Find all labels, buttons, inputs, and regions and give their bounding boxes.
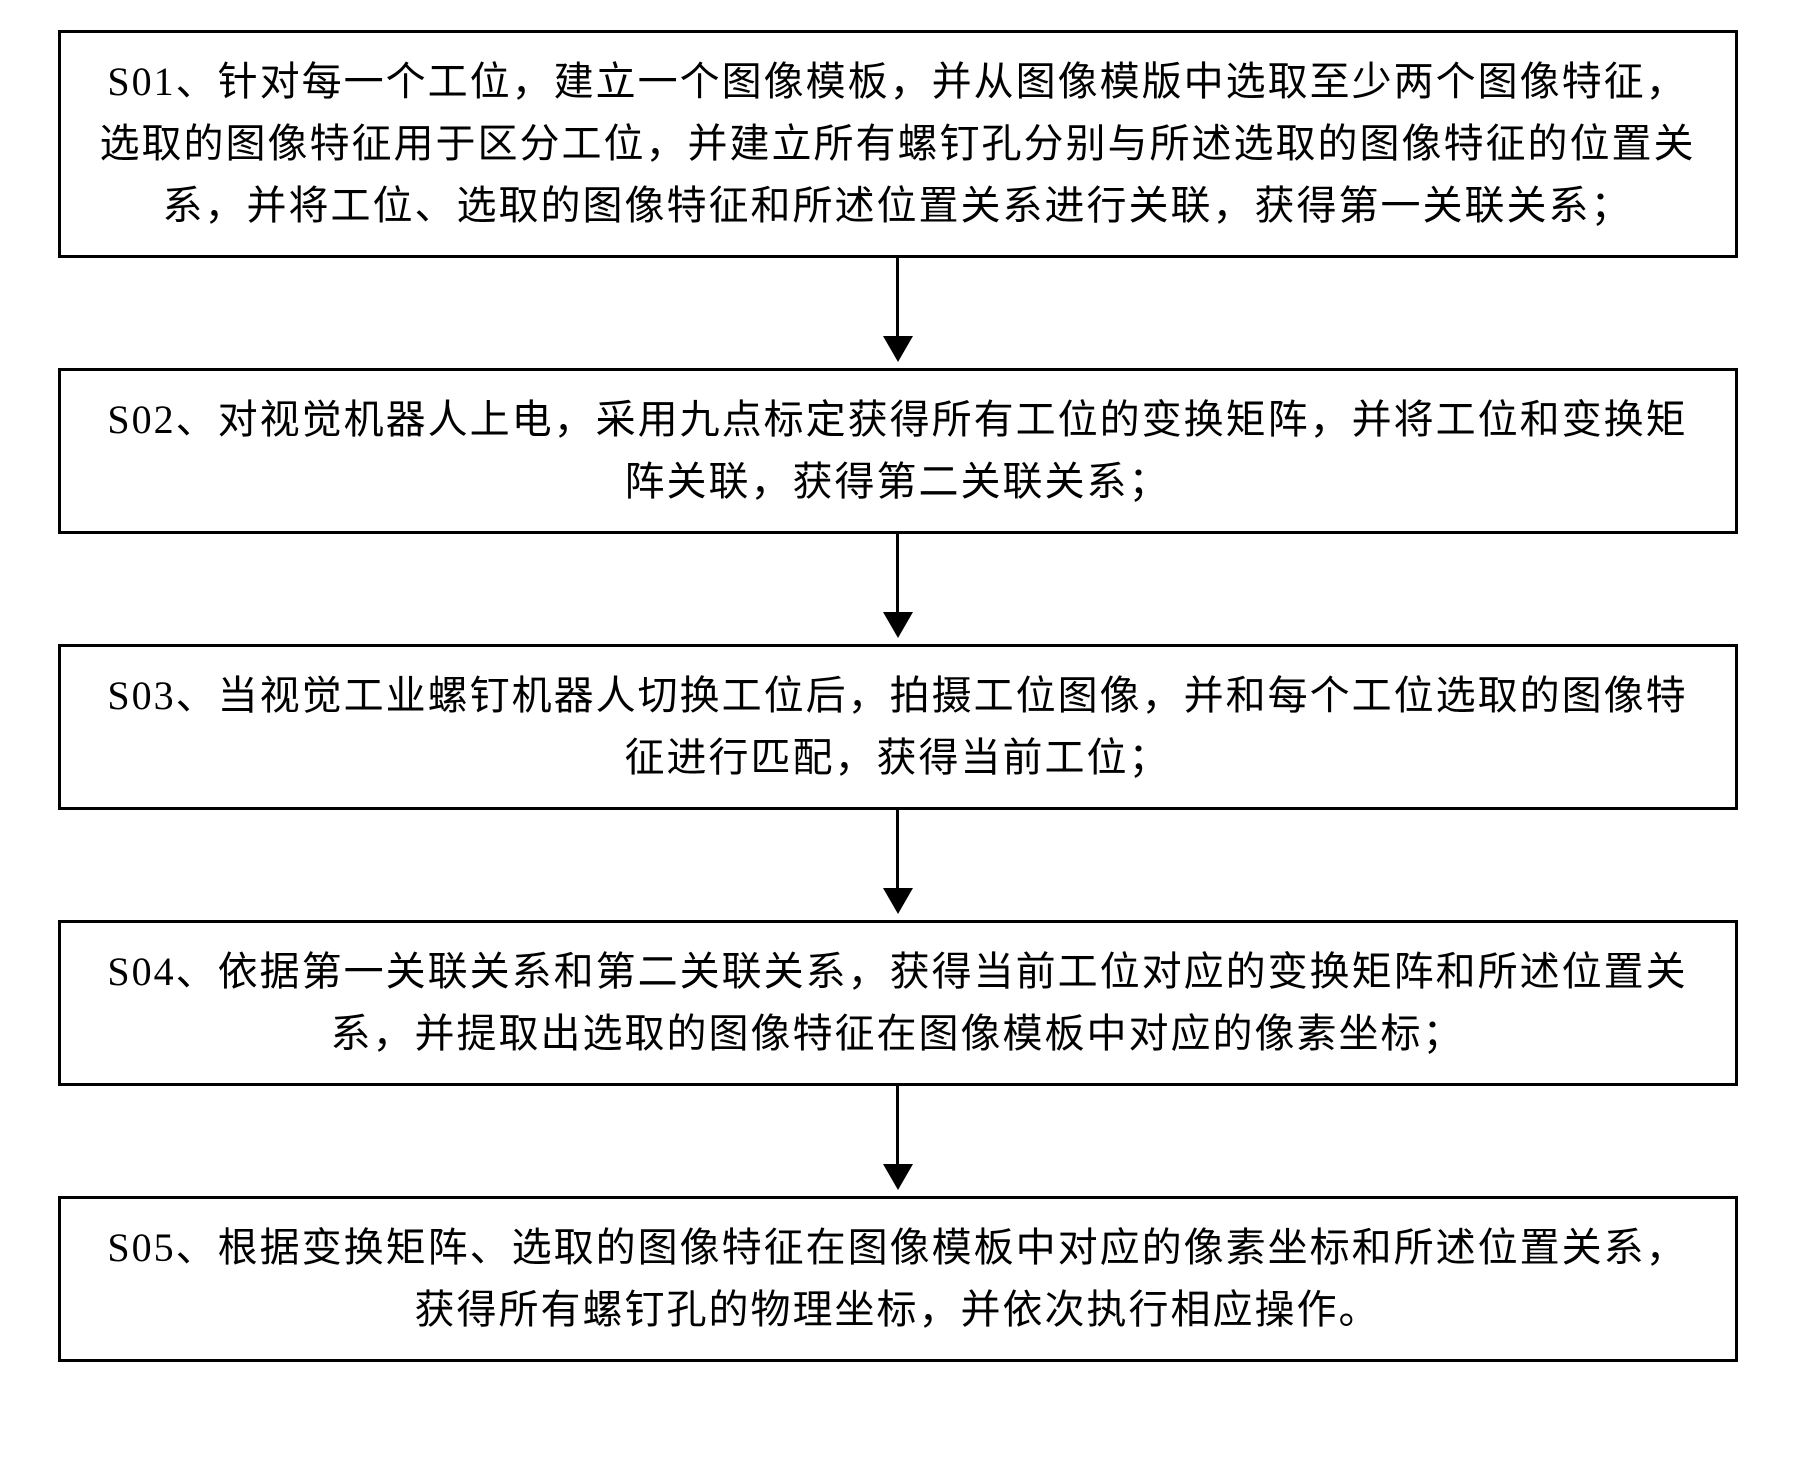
arrow-s01-s02 (883, 258, 913, 368)
arrow-line-icon (896, 258, 899, 336)
arrow-head-icon (883, 888, 913, 914)
step-text-s02: S02、对视觉机器人上电，采用九点标定获得所有工位的变换矩阵，并将工位和变换矩阵… (89, 389, 1707, 513)
flowchart-container: S01、针对每一个工位，建立一个图像模板，并从图像模版中选取至少两个图像特征，选… (50, 30, 1745, 1362)
arrow-head-icon (883, 1164, 913, 1190)
arrow-s02-s03 (883, 534, 913, 644)
arrow-line-icon (896, 1086, 899, 1164)
step-box-s04: S04、依据第一关联关系和第二关联关系，获得当前工位对应的变换矩阵和所述位置关系… (58, 920, 1738, 1086)
arrow-line-icon (896, 534, 899, 612)
step-text-s05: S05、根据变换矩阵、选取的图像特征在图像模板中对应的像素坐标和所述位置关系，获… (89, 1217, 1707, 1341)
arrow-line-icon (896, 810, 899, 888)
step-text-s01: S01、针对每一个工位，建立一个图像模板，并从图像模版中选取至少两个图像特征，选… (89, 51, 1707, 237)
step-box-s02: S02、对视觉机器人上电，采用九点标定获得所有工位的变换矩阵，并将工位和变换矩阵… (58, 368, 1738, 534)
arrow-s04-s05 (883, 1086, 913, 1196)
arrow-head-icon (883, 612, 913, 638)
arrow-s03-s04 (883, 810, 913, 920)
step-box-s03: S03、当视觉工业螺钉机器人切换工位后，拍摄工位图像，并和每个工位选取的图像特征… (58, 644, 1738, 810)
step-box-s01: S01、针对每一个工位，建立一个图像模板，并从图像模版中选取至少两个图像特征，选… (58, 30, 1738, 258)
step-text-s03: S03、当视觉工业螺钉机器人切换工位后，拍摄工位图像，并和每个工位选取的图像特征… (89, 665, 1707, 789)
step-box-s05: S05、根据变换矩阵、选取的图像特征在图像模板中对应的像素坐标和所述位置关系，获… (58, 1196, 1738, 1362)
step-text-s04: S04、依据第一关联关系和第二关联关系，获得当前工位对应的变换矩阵和所述位置关系… (89, 941, 1707, 1065)
arrow-head-icon (883, 336, 913, 362)
